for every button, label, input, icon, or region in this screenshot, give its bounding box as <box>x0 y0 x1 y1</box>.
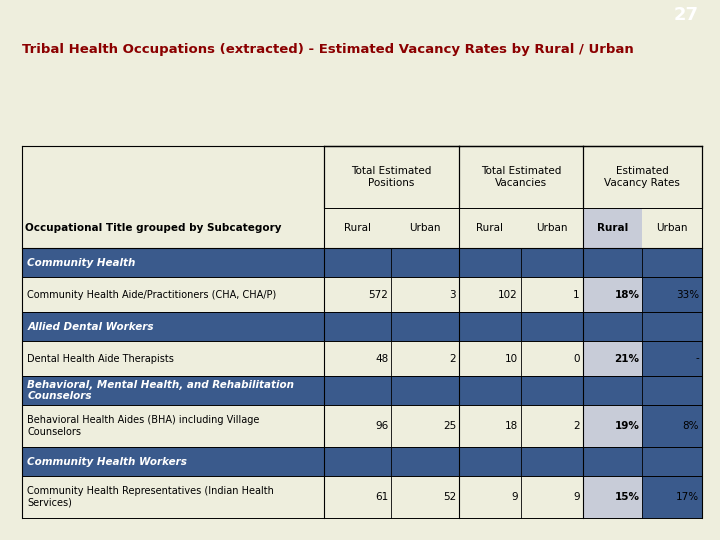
Bar <box>323 476 391 518</box>
Bar <box>323 341 391 376</box>
Bar <box>582 208 642 248</box>
Bar <box>22 447 702 476</box>
Text: 18: 18 <box>505 421 518 431</box>
Bar <box>22 376 702 404</box>
Text: Rural: Rural <box>344 223 371 233</box>
Text: Total Estimated
Positions: Total Estimated Positions <box>351 166 431 188</box>
Text: Rural: Rural <box>597 223 628 233</box>
Bar <box>521 476 582 518</box>
Bar <box>459 341 521 376</box>
Bar <box>582 404 642 447</box>
Bar <box>22 248 702 277</box>
Bar <box>582 476 642 518</box>
Bar <box>642 476 702 518</box>
Text: 0: 0 <box>573 354 580 363</box>
Text: 27: 27 <box>673 6 698 24</box>
Text: Community Health Workers: Community Health Workers <box>27 456 187 467</box>
Text: 17%: 17% <box>676 492 699 502</box>
Text: 8%: 8% <box>683 421 699 431</box>
Text: 96: 96 <box>375 421 388 431</box>
Bar <box>521 404 582 447</box>
Bar <box>459 277 521 312</box>
Text: Community Health: Community Health <box>27 258 136 268</box>
Text: 18%: 18% <box>614 289 639 300</box>
Text: 2: 2 <box>573 421 580 431</box>
Bar <box>323 404 391 447</box>
Bar <box>22 341 323 376</box>
Bar <box>391 404 459 447</box>
Bar <box>22 146 702 208</box>
Text: Rural: Rural <box>477 223 503 233</box>
Bar <box>521 277 582 312</box>
Text: 10: 10 <box>505 354 518 363</box>
Bar <box>391 341 459 376</box>
Text: 102: 102 <box>498 289 518 300</box>
Bar <box>642 341 702 376</box>
Text: 33%: 33% <box>676 289 699 300</box>
Text: 19%: 19% <box>615 421 639 431</box>
Bar <box>391 277 459 312</box>
Text: 572: 572 <box>369 289 388 300</box>
Bar <box>22 312 702 341</box>
Text: Urban: Urban <box>410 223 441 233</box>
Bar <box>22 277 323 312</box>
Text: Urban: Urban <box>536 223 567 233</box>
Bar <box>22 476 323 518</box>
Bar <box>323 277 391 312</box>
Bar <box>391 476 459 518</box>
Text: Tribal Health Occupations (extracted) - Estimated Vacancy Rates by Rural / Urban: Tribal Health Occupations (extracted) - … <box>22 43 634 56</box>
Text: 9: 9 <box>511 492 518 502</box>
Text: -: - <box>696 354 699 363</box>
Text: Community Health Representatives (Indian Health
Services): Community Health Representatives (Indian… <box>27 487 274 508</box>
Text: Behavioral, Mental Health, and Rehabilitation
Counselors: Behavioral, Mental Health, and Rehabilit… <box>27 380 294 401</box>
Text: 1: 1 <box>573 289 580 300</box>
Text: 52: 52 <box>443 492 456 502</box>
Bar <box>521 341 582 376</box>
Bar <box>642 404 702 447</box>
Bar <box>582 341 642 376</box>
Text: 15%: 15% <box>614 492 639 502</box>
Text: Estimated
Vacancy Rates: Estimated Vacancy Rates <box>604 166 680 188</box>
Bar <box>459 404 521 447</box>
Bar <box>22 404 323 447</box>
Text: Total Estimated
Vacancies: Total Estimated Vacancies <box>481 166 561 188</box>
Text: Occupational Title grouped by Subcategory: Occupational Title grouped by Subcategor… <box>25 223 282 233</box>
Text: 21%: 21% <box>614 354 639 363</box>
Text: Behavioral Health Aides (BHA) including Village
Counselors: Behavioral Health Aides (BHA) including … <box>27 415 260 437</box>
Bar <box>642 277 702 312</box>
Text: Community Health Aide/Practitioners (CHA, CHA/P): Community Health Aide/Practitioners (CHA… <box>27 289 276 300</box>
Bar <box>582 277 642 312</box>
Text: 61: 61 <box>375 492 388 502</box>
Bar <box>459 476 521 518</box>
Text: Dental Health Aide Therapists: Dental Health Aide Therapists <box>27 354 174 363</box>
Bar <box>22 208 702 248</box>
Text: Allied Dental Workers: Allied Dental Workers <box>27 321 154 332</box>
Text: 3: 3 <box>449 289 456 300</box>
Text: 9: 9 <box>573 492 580 502</box>
Text: 48: 48 <box>375 354 388 363</box>
Text: 2: 2 <box>449 354 456 363</box>
Text: Urban: Urban <box>657 223 688 233</box>
Text: 25: 25 <box>443 421 456 431</box>
